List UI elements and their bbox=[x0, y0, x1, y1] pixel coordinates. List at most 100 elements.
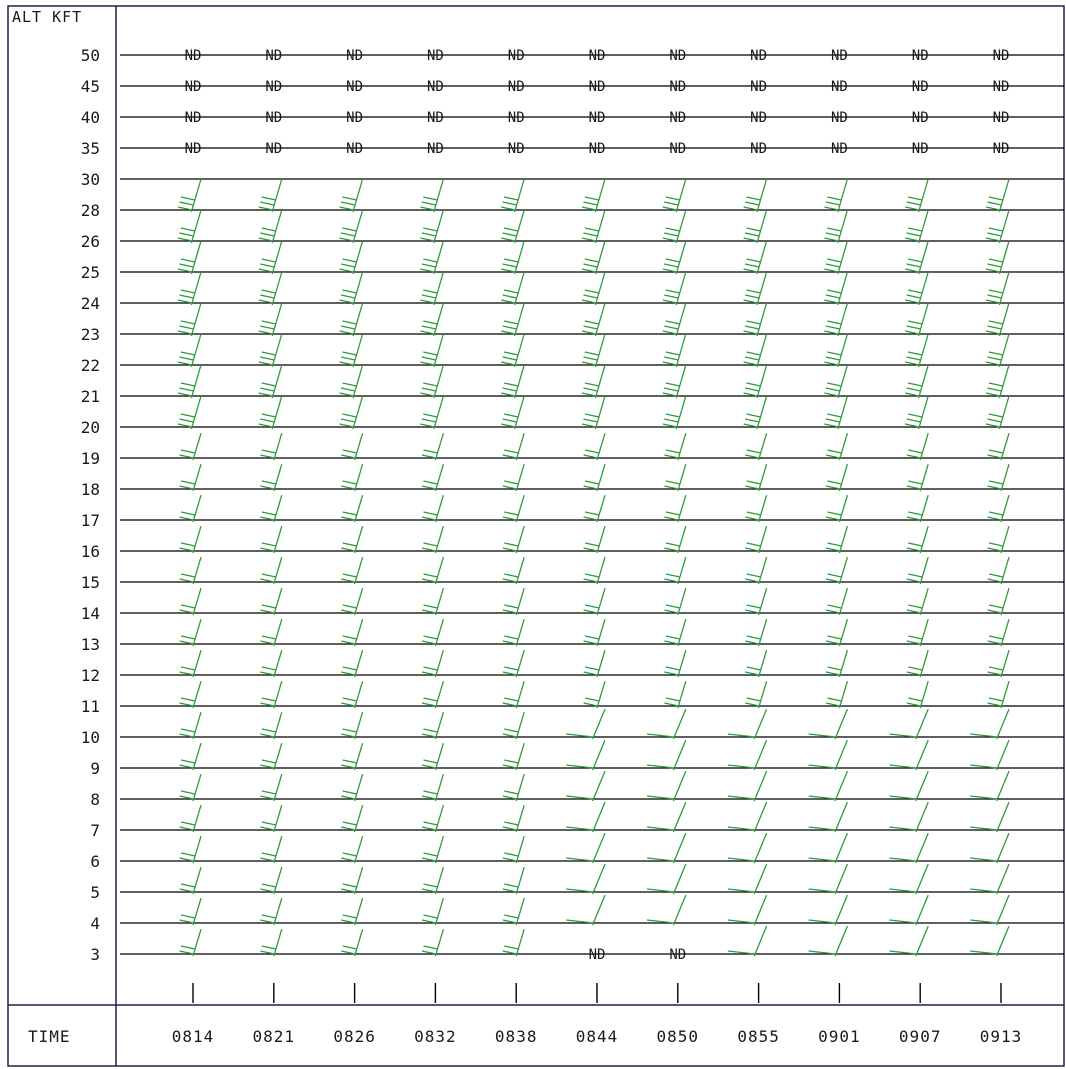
altitude-label: 14 bbox=[81, 604, 100, 623]
barb-staff bbox=[596, 681, 606, 709]
barb-feather bbox=[988, 697, 1004, 702]
wind-barb bbox=[906, 681, 929, 709]
wind-barb bbox=[179, 526, 202, 554]
barb-feather bbox=[261, 852, 277, 857]
barb-staff bbox=[757, 557, 768, 585]
barb-staff bbox=[838, 588, 849, 616]
barb-staff bbox=[591, 894, 606, 926]
barb-feather bbox=[988, 480, 1004, 485]
barb-staff bbox=[352, 395, 364, 430]
wind-barb bbox=[970, 925, 1010, 957]
barb-feather bbox=[825, 640, 841, 645]
barb-staff bbox=[834, 739, 849, 771]
barb-feather bbox=[261, 666, 277, 671]
barb-staff bbox=[677, 588, 687, 616]
no-data-marker: ND bbox=[427, 110, 444, 126]
wind-barb bbox=[502, 526, 525, 554]
wind-barb bbox=[581, 395, 606, 430]
barb-feather bbox=[970, 826, 998, 831]
barb-staff bbox=[353, 867, 364, 895]
barb-feather bbox=[584, 511, 600, 516]
wind-barb bbox=[970, 832, 1010, 864]
barb-staff bbox=[273, 588, 283, 616]
barb-feather bbox=[907, 227, 923, 232]
wind-barb bbox=[583, 588, 606, 616]
barb-staff bbox=[995, 863, 1010, 895]
wind-barb bbox=[825, 464, 849, 492]
barb-feather bbox=[341, 733, 356, 738]
barb-staff bbox=[433, 302, 445, 337]
barb-staff bbox=[591, 801, 606, 833]
barb-staff bbox=[753, 770, 768, 802]
barb-staff bbox=[917, 209, 929, 244]
barb-staff bbox=[434, 588, 445, 616]
barb-feather bbox=[743, 330, 758, 335]
barb-feather bbox=[827, 697, 842, 702]
barb-feather bbox=[423, 413, 438, 418]
barb-feather bbox=[501, 392, 516, 397]
barb-feather bbox=[339, 423, 354, 428]
barb-feather bbox=[420, 268, 435, 273]
barb-feather bbox=[504, 449, 519, 454]
barb-feather bbox=[260, 795, 275, 800]
barb-staff bbox=[434, 681, 445, 709]
wind-barb bbox=[420, 271, 445, 306]
no-data-marker: ND bbox=[346, 110, 363, 126]
barb-feather bbox=[988, 196, 1004, 201]
barb-staff bbox=[273, 495, 283, 523]
barb-feather bbox=[583, 671, 598, 676]
time-label: 0844 bbox=[576, 1027, 619, 1046]
wind-barb bbox=[808, 739, 849, 771]
barb-feather bbox=[905, 206, 920, 211]
no-data-marker: ND bbox=[427, 141, 444, 157]
barb-staff bbox=[190, 302, 202, 337]
barb-staff bbox=[753, 739, 768, 771]
barb-feather bbox=[504, 728, 519, 733]
barb-feather bbox=[746, 480, 761, 485]
barb-staff bbox=[915, 832, 929, 864]
barb-staff bbox=[352, 209, 364, 244]
no-data-marker: ND bbox=[265, 48, 282, 64]
barb-feather bbox=[664, 387, 679, 392]
wind-barb bbox=[502, 495, 525, 523]
barb-feather bbox=[584, 382, 600, 387]
barb-feather bbox=[665, 511, 681, 516]
barb-feather bbox=[987, 671, 1002, 676]
barb-feather bbox=[339, 299, 354, 304]
altitude-label: 35 bbox=[81, 139, 100, 158]
barb-feather bbox=[743, 392, 758, 397]
wind-barb bbox=[341, 588, 364, 616]
barb-staff bbox=[919, 464, 929, 492]
barb-feather bbox=[745, 485, 760, 490]
barb-staff bbox=[433, 178, 445, 213]
barb-staff bbox=[756, 302, 768, 337]
barb-feather bbox=[746, 666, 761, 671]
wind-barb bbox=[421, 805, 445, 833]
barb-feather bbox=[503, 351, 519, 356]
barb-feather bbox=[423, 449, 438, 454]
barb-staff bbox=[434, 929, 445, 957]
barb-feather bbox=[260, 640, 275, 645]
barb-staff bbox=[837, 178, 849, 213]
barb-feather bbox=[827, 227, 842, 232]
barb-feather bbox=[180, 413, 196, 418]
barb-staff bbox=[434, 650, 445, 678]
wind-barb bbox=[889, 832, 929, 864]
barb-feather bbox=[502, 609, 517, 614]
no-data-marker: ND bbox=[993, 141, 1010, 157]
wind-barb bbox=[743, 302, 768, 337]
barb-staff bbox=[919, 495, 929, 523]
barb-feather bbox=[260, 609, 275, 614]
no-data-marker: ND bbox=[346, 141, 363, 157]
barb-staff bbox=[353, 836, 364, 864]
wind-barb bbox=[421, 681, 445, 709]
barb-staff bbox=[1000, 650, 1010, 678]
wind-barb bbox=[566, 770, 606, 802]
wind-barb bbox=[664, 619, 687, 647]
barb-feather bbox=[177, 423, 193, 428]
barb-feather bbox=[985, 237, 1001, 242]
barb-feather bbox=[504, 697, 519, 702]
barb-feather bbox=[342, 790, 357, 795]
barb-staff bbox=[513, 302, 525, 337]
barb-staff bbox=[998, 178, 1010, 213]
